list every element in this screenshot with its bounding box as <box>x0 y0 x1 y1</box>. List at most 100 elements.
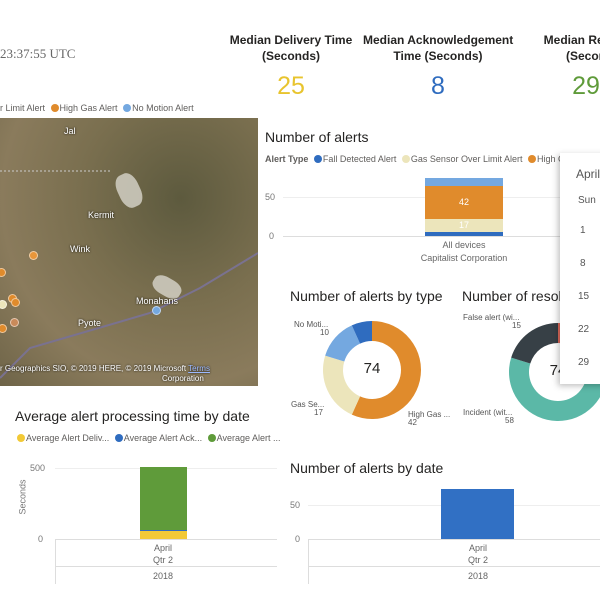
axis-divider <box>55 566 277 567</box>
x-axis <box>308 539 600 540</box>
donut-chart[interactable] <box>322 320 422 420</box>
donut-slice[interactable] <box>325 325 361 362</box>
alert-pin[interactable] <box>29 251 38 260</box>
map-place-label: Kermit <box>88 210 115 220</box>
legend-label: High Gas Alert <box>59 103 118 113</box>
legend-dot <box>207 434 216 442</box>
legend-label[interactable]: Average Alert Ack... <box>123 433 203 443</box>
legend-label: No Motion Alert <box>132 103 194 113</box>
data-label: 10 <box>320 328 329 337</box>
calendar-day[interactable]: 29 <box>578 357 590 368</box>
legend-title: Alert Type <box>265 154 309 164</box>
bar-segment[interactable] <box>140 531 187 539</box>
calendar-day[interactable]: 15 <box>578 291 590 302</box>
bar-segment[interactable] <box>425 178 503 187</box>
legend-dot <box>401 155 410 163</box>
alert-pin[interactable] <box>152 306 161 315</box>
x-tick: 2018 <box>152 571 174 581</box>
chart-title: Number of alerts by date <box>290 460 444 476</box>
calendar-day[interactable]: 1 <box>580 225 586 236</box>
legend-dot <box>50 104 59 112</box>
x-tick: 2018 <box>467 571 489 581</box>
data-label: High Gas ... <box>408 410 451 419</box>
data-label: False alert (wi... <box>463 313 520 322</box>
y-tick: 500 <box>30 463 46 473</box>
chart-title: Average alert processing time by date <box>15 408 250 424</box>
bar-segment[interactable]: 42 <box>425 186 503 219</box>
y-tick: 0 <box>38 534 44 544</box>
alert-pin[interactable] <box>10 318 19 327</box>
y-tick: 50 <box>265 192 276 202</box>
terms-link[interactable]: Terms <box>188 364 210 373</box>
gridline <box>283 197 563 198</box>
kpi-title: Median Acknowledgement <box>363 33 514 47</box>
stacked-bar[interactable] <box>140 460 187 539</box>
kpi-title: Median Resolu <box>543 33 600 47</box>
y-axis-label: Seconds <box>17 479 28 515</box>
axis-divider <box>308 566 600 567</box>
last-refresh-timestamp: 23:37:55 UTC <box>0 46 76 61</box>
map-place-label: Wink <box>70 244 90 254</box>
chart-title: Number of alerts <box>265 129 369 145</box>
legend-label: r Limit Alert <box>0 103 46 113</box>
calendar-day[interactable]: 22 <box>578 324 590 335</box>
kpi-value: 29 <box>572 72 600 100</box>
data-label: 15 <box>512 321 521 330</box>
x-tick: April <box>468 543 487 553</box>
legend-label[interactable]: Fall Detected Alert <box>322 154 397 164</box>
kpi-value: 8 <box>431 72 445 100</box>
donut-total: 74 <box>363 360 381 377</box>
data-label: 58 <box>505 416 514 425</box>
map-attribution-text: r Geographics SIO, © 2019 HERE, © 2019 M… <box>0 364 187 373</box>
kpi-title: (Seconds) <box>261 49 320 63</box>
x-tick: Qtr 2 <box>152 555 173 565</box>
donut-slice[interactable] <box>351 321 372 344</box>
legend-label[interactable]: Average Alert ... <box>216 433 281 443</box>
bar-segment[interactable] <box>140 530 187 532</box>
axis-divider <box>55 539 56 584</box>
bar[interactable] <box>441 480 514 539</box>
alert-map[interactable]: Jal Kermit Wink Monahans Pyote r Geograp… <box>0 118 258 386</box>
kpi-title: Median Delivery Time <box>229 33 353 47</box>
alert-pin[interactable] <box>0 268 6 277</box>
chart-title: Number of resolu <box>462 288 570 304</box>
map-attribution-line2: Corporation <box>162 374 204 383</box>
x-tick: Qtr 2 <box>467 555 488 565</box>
legend-label[interactable]: Average Alert Deliv... <box>26 433 110 443</box>
chart-legend: Average Alert Deliv... Average Alert Ack… <box>14 433 281 443</box>
bar-segment[interactable] <box>425 232 503 236</box>
map-legend: r Limit Alert High Gas Alert No Motion A… <box>0 103 194 113</box>
chart-legend: Alert Type Fall Detected Alert Gas Senso… <box>265 154 570 164</box>
donut-slice[interactable] <box>351 321 421 419</box>
x-axis <box>55 539 277 540</box>
kpi-title: (Secon <box>565 49 600 63</box>
legend-label[interactable]: Gas Sensor Over Limit Alert <box>410 154 523 164</box>
x-tick: Capitalist Corporation <box>420 253 508 263</box>
bar-segment[interactable] <box>441 488 514 539</box>
x-axis <box>283 236 563 237</box>
alert-pin[interactable] <box>0 324 7 333</box>
y-tick: 50 <box>290 500 301 510</box>
bar-segment[interactable] <box>140 466 187 531</box>
legend-label[interactable]: High Ga <box>536 154 571 164</box>
stacked-bar[interactable]: 17 42 <box>425 120 503 236</box>
chart-title: Number of alerts by type <box>290 288 443 304</box>
data-label: Gas Se... <box>291 400 325 409</box>
bar-segment[interactable]: 17 <box>425 218 503 233</box>
data-label: Incident (wit... <box>463 408 513 417</box>
x-tick: April <box>153 543 172 553</box>
legend-dot <box>123 104 132 112</box>
y-tick: 0 <box>269 231 275 241</box>
data-label: 42 <box>408 418 417 427</box>
x-tick: All devices <box>442 240 486 250</box>
alert-pin[interactable] <box>0 300 7 309</box>
alert-pin[interactable] <box>11 298 20 307</box>
calendar-day[interactable]: 8 <box>580 258 586 269</box>
calendar-weekday: Sun <box>578 195 596 206</box>
map-place-label: Pyote <box>78 318 102 328</box>
donut-slice[interactable] <box>323 355 361 415</box>
calendar-month: April <box>576 167 600 181</box>
date-picker-popup[interactable]: April Sun 1 8 15 22 29 <box>560 153 600 384</box>
donut-slice[interactable] <box>511 323 558 364</box>
axis-divider <box>308 539 309 584</box>
